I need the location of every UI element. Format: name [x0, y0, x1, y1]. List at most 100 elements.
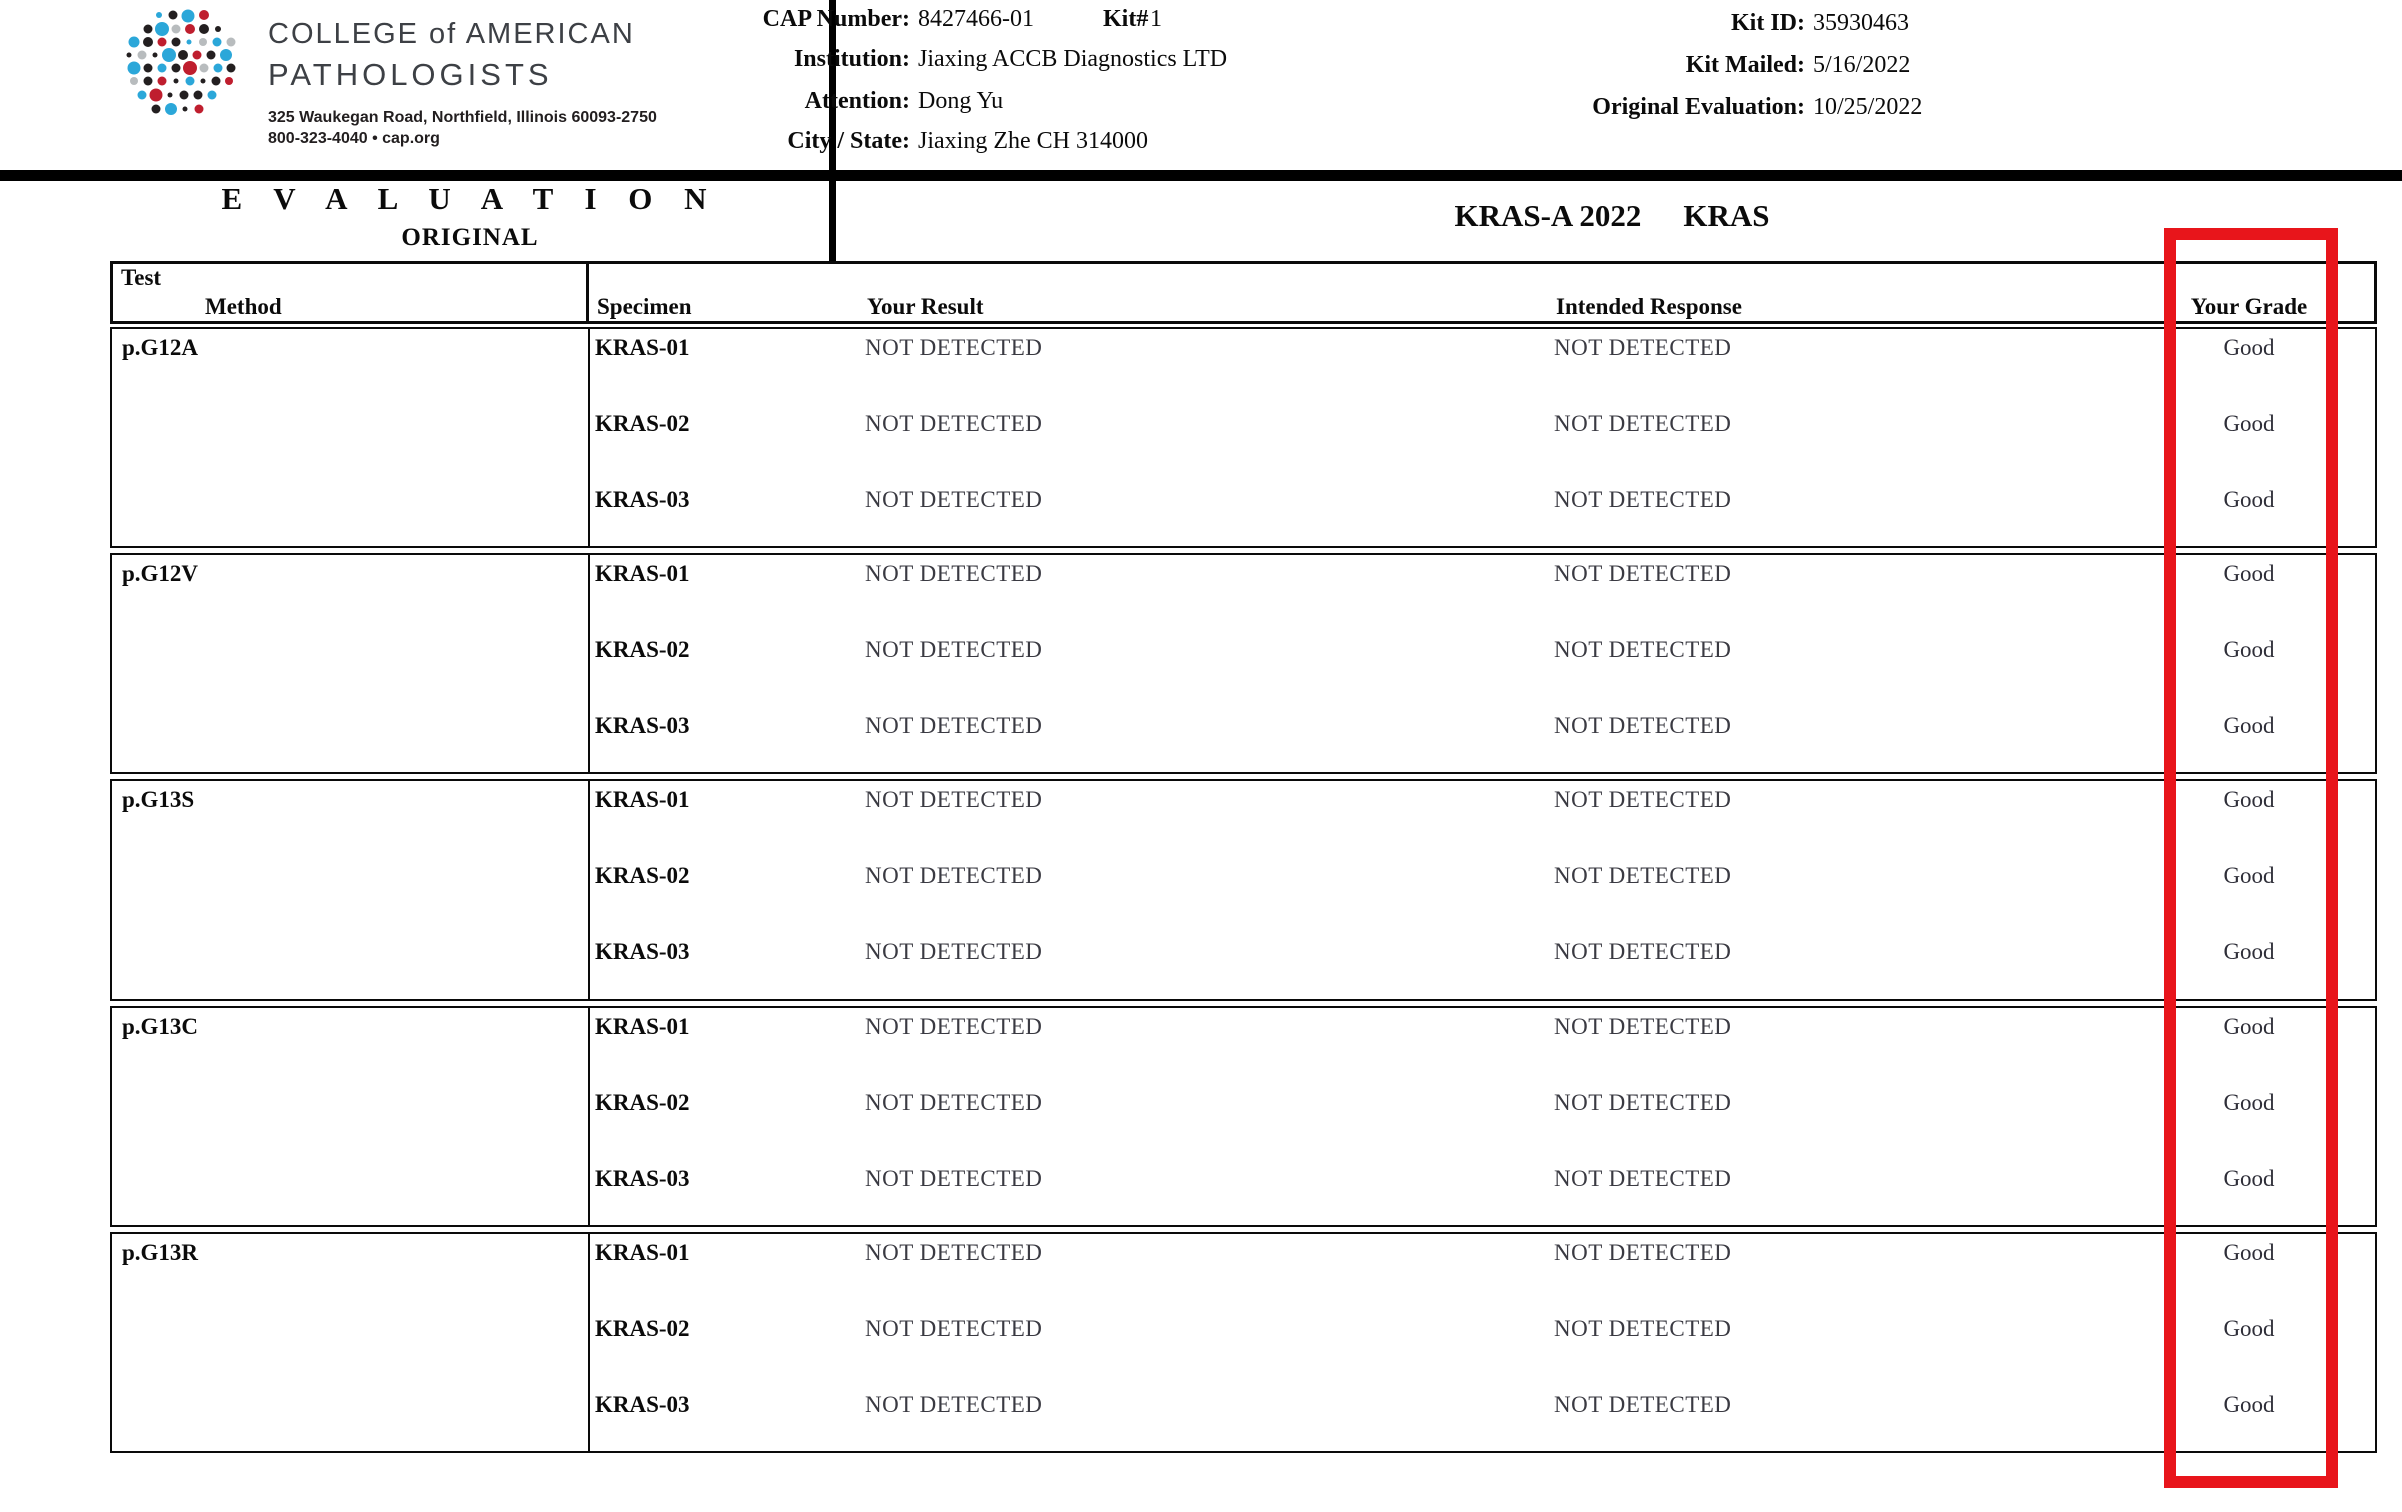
your-grade-highlight-box	[2164, 228, 2338, 1488]
table-row: KRAS-03 NOT DETECTED NOT DETECTED Good	[112, 487, 2375, 557]
test-method-group: p.G13C KRAS-01 NOT DETECTED NOT DETECTED…	[110, 1006, 2377, 1227]
your-result-value: NOT DETECTED	[865, 1166, 1043, 1191]
table-row: KRAS-01 NOT DETECTED NOT DETECTED Good	[112, 335, 2375, 405]
your-result-value: NOT DETECTED	[865, 487, 1043, 512]
attention-label: Attention:	[804, 88, 910, 114]
cap-number-label: CAP Number:	[762, 6, 910, 32]
your-result-value: NOT DETECTED	[865, 713, 1043, 738]
kit-number-label: Kit#	[1103, 6, 1149, 32]
your-result-value: NOT DETECTED	[865, 1014, 1043, 1039]
cap-number-value: 8427466-01	[918, 6, 1034, 32]
column-divider	[586, 264, 589, 321]
test-method-group: p.G12V KRAS-01 NOT DETECTED NOT DETECTED…	[110, 553, 2377, 774]
specimen-id: KRAS-02	[595, 637, 690, 662]
table-row: KRAS-01 NOT DETECTED NOT DETECTED Good	[112, 1240, 2375, 1310]
your-grade-value: Good	[2223, 939, 2275, 964]
your-grade-value: Good	[2223, 1166, 2275, 1191]
specimen-id: KRAS-01	[595, 1014, 690, 1039]
intended-response-value: NOT DETECTED	[1554, 1240, 1732, 1265]
original-evaluation-label: Original Evaluation:	[1592, 94, 1805, 120]
table-row: KRAS-02 NOT DETECTED NOT DETECTED Good	[112, 637, 2375, 707]
evaluation-subtitle: ORIGINAL	[401, 224, 539, 251]
institution-label: Institution:	[793, 46, 910, 72]
table-row: KRAS-02 NOT DETECTED NOT DETECTED Good	[112, 1316, 2375, 1386]
intended-response-value: NOT DETECTED	[1554, 939, 1732, 964]
intended-response-value: NOT DETECTED	[1554, 863, 1732, 888]
your-grade-value: Good	[2223, 637, 2275, 662]
intended-response-value: NOT DETECTED	[1554, 1090, 1732, 1115]
kit-id-label: Kit ID:	[1731, 10, 1805, 36]
your-grade-value: Good	[2223, 787, 2275, 812]
results-table-header: Test Method Specimen Your Result Intende…	[110, 261, 2377, 324]
table-row: KRAS-03 NOT DETECTED NOT DETECTED Good	[112, 939, 2375, 1009]
column-divider	[588, 781, 590, 999]
your-result-value: NOT DETECTED	[865, 863, 1043, 888]
intended-response-value: NOT DETECTED	[1554, 1166, 1732, 1191]
your-grade-value: Good	[2223, 1392, 2275, 1417]
test-method-label: p.G13R	[122, 1240, 199, 1265]
kit-id-value: 35930463	[1813, 10, 1909, 36]
test-method-group: p.G13R KRAS-01 NOT DETECTED NOT DETECTED…	[110, 1232, 2377, 1453]
kit-mailed-value: 5/16/2022	[1813, 52, 1911, 78]
org-name-line2: PATHOLOGISTS	[268, 57, 553, 92]
intended-response-value: NOT DETECTED	[1554, 1316, 1732, 1341]
intended-response-value: NOT DETECTED	[1554, 787, 1732, 812]
city-state-label: City / State:	[787, 128, 910, 154]
table-row: KRAS-01 NOT DETECTED NOT DETECTED Good	[112, 787, 2375, 857]
specimen-id: KRAS-02	[595, 1090, 690, 1115]
org-phone-web: 800-323-4040 • cap.org	[268, 130, 440, 147]
specimen-id: KRAS-01	[595, 335, 690, 360]
original-evaluation-value: 10/25/2022	[1813, 94, 1923, 120]
specimen-id: KRAS-03	[595, 713, 690, 738]
test-method-label: p.G13C	[122, 1014, 199, 1039]
test-method-label: p.G12V	[122, 561, 199, 586]
your-grade-value: Good	[2223, 411, 2275, 436]
test-method-group: p.G13S KRAS-01 NOT DETECTED NOT DETECTED…	[110, 779, 2377, 1001]
your-result-value: NOT DETECTED	[865, 561, 1043, 586]
intended-response-value: NOT DETECTED	[1554, 637, 1732, 662]
cap-logo-wordmark: COLLEGE of AMERICAN PATHOLOGISTS 325 Wau…	[268, 18, 657, 149]
your-grade-value: Good	[2223, 1240, 2275, 1265]
test-method-label: p.G13S	[122, 787, 195, 812]
table-row: KRAS-03 NOT DETECTED NOT DETECTED Good	[112, 1392, 2375, 1462]
intended-response-value: NOT DETECTED	[1554, 1392, 1732, 1417]
header-horizontal-rule	[0, 170, 2402, 181]
table-row: KRAS-03 NOT DETECTED NOT DETECTED Good	[112, 1166, 2375, 1236]
kit-mailed-label: Kit Mailed:	[1685, 52, 1805, 78]
intended-response-value: NOT DETECTED	[1554, 487, 1732, 512]
program-title: KRAS-A 2022 KRAS	[1112, 198, 2112, 234]
intended-response-value: NOT DETECTED	[1554, 411, 1732, 436]
org-address: 325 Waukegan Road, Northfield, Illinois …	[268, 109, 657, 126]
table-row: KRAS-02 NOT DETECTED NOT DETECTED Good	[112, 411, 2375, 481]
your-result-value: NOT DETECTED	[865, 787, 1043, 812]
your-result-value: NOT DETECTED	[865, 1392, 1043, 1417]
table-row: KRAS-02 NOT DETECTED NOT DETECTED Good	[112, 1090, 2375, 1160]
intended-response-value: NOT DETECTED	[1554, 561, 1732, 586]
your-grade-value: Good	[2223, 1090, 2275, 1115]
kit-number-value: 1	[1150, 6, 1162, 32]
your-grade-value: Good	[2223, 1316, 2275, 1341]
institution-value: Jiaxing ACCB Diagnostics LTD	[918, 46, 1228, 72]
program-analyte: KRAS	[1683, 198, 1770, 233]
cap-logo-dots-icon	[126, 9, 236, 115]
specimen-id: KRAS-03	[595, 1166, 690, 1191]
specimen-id: KRAS-03	[595, 487, 690, 512]
column-divider	[588, 329, 590, 546]
intended-response-value: NOT DETECTED	[1554, 1014, 1732, 1039]
your-result-value: NOT DETECTED	[865, 411, 1043, 436]
col-header-intended-response: Intended Response	[1556, 294, 1742, 319]
column-divider	[588, 1008, 590, 1225]
test-method-group: p.G12A KRAS-01 NOT DETECTED NOT DETECTED…	[110, 327, 2377, 548]
your-grade-value: Good	[2223, 487, 2275, 512]
test-method-label: p.G12A	[122, 335, 199, 360]
your-result-value: NOT DETECTED	[865, 335, 1043, 360]
specimen-id: KRAS-03	[595, 1392, 690, 1417]
col-header-specimen: Specimen	[597, 294, 692, 319]
your-result-value: NOT DETECTED	[865, 1090, 1043, 1115]
specimen-id: KRAS-02	[595, 411, 690, 436]
col-header-method: Method	[205, 294, 282, 319]
specimen-id: KRAS-02	[595, 863, 690, 888]
specimen-id: KRAS-03	[595, 939, 690, 964]
header-vertical-divider	[829, 0, 836, 263]
